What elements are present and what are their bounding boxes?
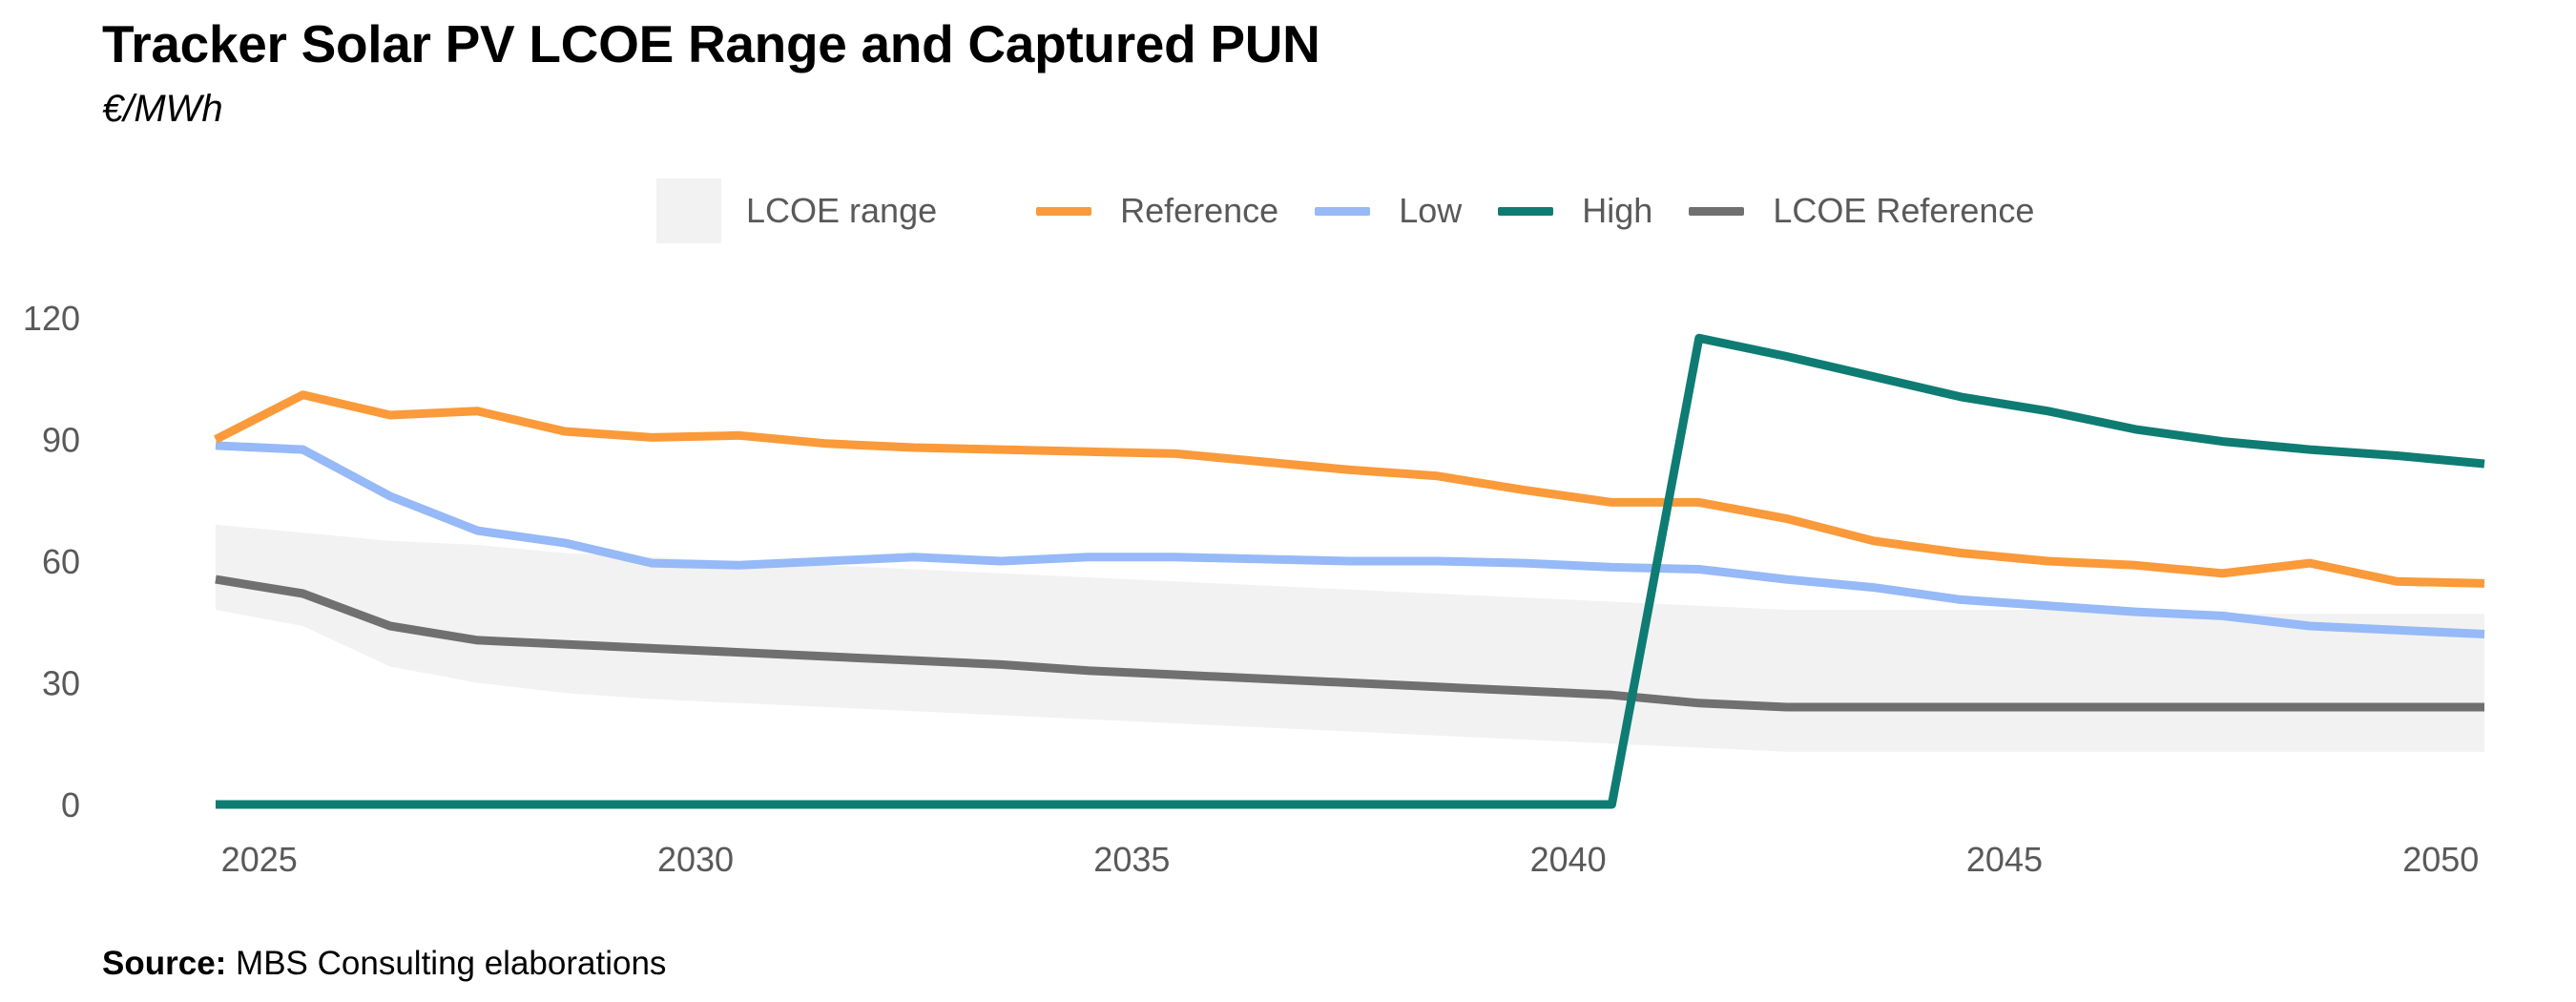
- y-tick-label-60: 60: [42, 542, 80, 581]
- y-tick-label-120: 120: [23, 299, 80, 338]
- series-line-reference: [213, 390, 2485, 588]
- legend-item-high: High: [1498, 191, 1652, 231]
- x-tick-label-2025: 2025: [221, 840, 298, 879]
- legend-label-lcoe-range: LCOE range: [746, 191, 938, 230]
- x-tick-label-2050: 2050: [2402, 840, 2479, 879]
- legend-swatch-lcoe-range: [656, 178, 721, 243]
- legend-label-high: High: [1582, 191, 1653, 230]
- source-note: Source: MBS Consulting elaborations: [102, 945, 666, 983]
- legend-swatch-high: [1498, 206, 1554, 216]
- x-tick-label-2045: 2045: [1966, 840, 2043, 879]
- legend-item-lcoe-range: LCOE range: [656, 178, 937, 243]
- legend-item-lcoe-reference: LCOE Reference: [1689, 191, 2034, 231]
- legend-item-reference: Reference: [1036, 191, 1278, 231]
- chart-subtitle: €/MWh: [102, 88, 223, 130]
- series-line-low: [215, 441, 2485, 638]
- legend-label-low: Low: [1399, 191, 1463, 230]
- lcoe-range-band: [216, 524, 2484, 752]
- y-tick-label-0: 0: [61, 785, 80, 825]
- series-line-lcoe-reference: [215, 574, 2484, 712]
- legend-swatch-lcoe-reference: [1689, 206, 1745, 216]
- y-tick-label-90: 90: [42, 421, 80, 460]
- legend-label-lcoe-reference: LCOE Reference: [1773, 191, 2035, 230]
- legend-swatch-reference: [1036, 206, 1092, 216]
- chart-title: Tracker Solar PV LCOE Range and Captured…: [102, 14, 1320, 73]
- source-text: MBS Consulting elaborations: [236, 945, 667, 982]
- x-tick-label-2035: 2035: [1093, 840, 1170, 879]
- source-label: Source:: [102, 945, 227, 982]
- x-tick-label-2030: 2030: [657, 840, 734, 879]
- legend: LCOE range Reference Low High LCOE Refer…: [656, 177, 2070, 244]
- y-tick-label-30: 30: [42, 664, 80, 703]
- series-line-high: [216, 333, 2485, 809]
- x-tick-label-2040: 2040: [1530, 840, 1607, 879]
- legend-swatch-low: [1315, 206, 1371, 216]
- legend-item-low: Low: [1315, 191, 1462, 231]
- legend-label-reference: Reference: [1120, 191, 1279, 230]
